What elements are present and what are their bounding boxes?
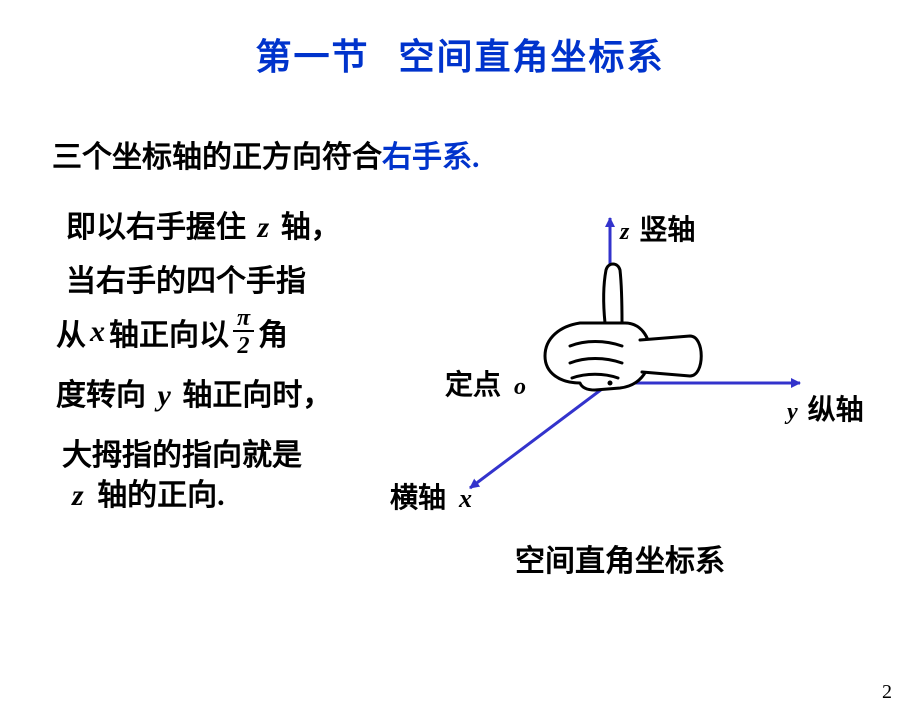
body-line-1: 即以右手握住 z 轴， xyxy=(66,202,341,246)
y-axis-label: y 纵轴 xyxy=(787,388,864,428)
l1a: 即以右手握住 xyxy=(66,211,246,244)
var-y: y xyxy=(158,379,171,412)
l2: 当右手的四个手指 xyxy=(66,265,306,298)
x-text: 横轴 xyxy=(390,483,446,514)
l3b: 轴正向以 xyxy=(109,310,229,354)
origin-label: 定点 o xyxy=(445,363,526,403)
title-prefix: 第一节 xyxy=(255,37,369,77)
diagram-caption: 空间直角坐标系 xyxy=(515,536,725,580)
x-axis-label: 横轴 x xyxy=(390,476,472,516)
l5: 大拇指的指向就是 xyxy=(62,439,302,472)
rule-plain: 三个坐标轴的正方向符合 xyxy=(52,141,382,174)
z-text: 竖轴 xyxy=(639,215,695,246)
frac-num: π xyxy=(233,306,254,332)
var-z-2: z xyxy=(72,479,84,512)
l4b: 轴正向时， xyxy=(182,379,332,412)
slide-title: 第一节 空间直角坐标系 xyxy=(0,28,920,80)
x-var: x xyxy=(459,484,472,513)
frac-den: 2 xyxy=(233,332,254,358)
fraction-pi-over-2: π 2 xyxy=(233,306,254,358)
l3a: 从 xyxy=(56,310,86,354)
var-x: x xyxy=(90,315,105,349)
z-var: z xyxy=(620,219,629,245)
caption-text: 空间直角坐标系 xyxy=(515,545,725,578)
origin-text: 定点 xyxy=(445,370,501,401)
var-z: z xyxy=(258,211,270,244)
rule-emph: 右手系. xyxy=(382,141,480,174)
coordinate-diagram: z 竖轴 y 纵轴 横轴 x 定点 o 空间直角坐标系 xyxy=(370,208,890,578)
page-number: 2 xyxy=(882,681,892,704)
y-var: y xyxy=(787,399,798,425)
l4a: 度转向 xyxy=(56,379,146,412)
origin-sym: o xyxy=(514,374,526,400)
title-main: 空间直角坐标系 xyxy=(399,37,665,77)
l6b: 轴的正向. xyxy=(97,479,225,512)
body-line-4: 度转向 y 轴正向时， xyxy=(56,370,332,414)
z-axis-label: z 竖轴 xyxy=(620,208,695,248)
body-line-3: 从 x 轴正向以 π 2 角 xyxy=(56,306,288,358)
l3c: 角 xyxy=(258,310,288,354)
body-line-5: 大拇指的指向就是 xyxy=(62,430,302,474)
l1b: 轴， xyxy=(281,211,341,244)
y-text: 纵轴 xyxy=(808,395,864,426)
body-line-6: z 轴的正向. xyxy=(72,470,225,514)
body-line-2: 当右手的四个手指 xyxy=(66,256,306,300)
rule-line: 三个坐标轴的正方向符合右手系. xyxy=(52,132,480,176)
